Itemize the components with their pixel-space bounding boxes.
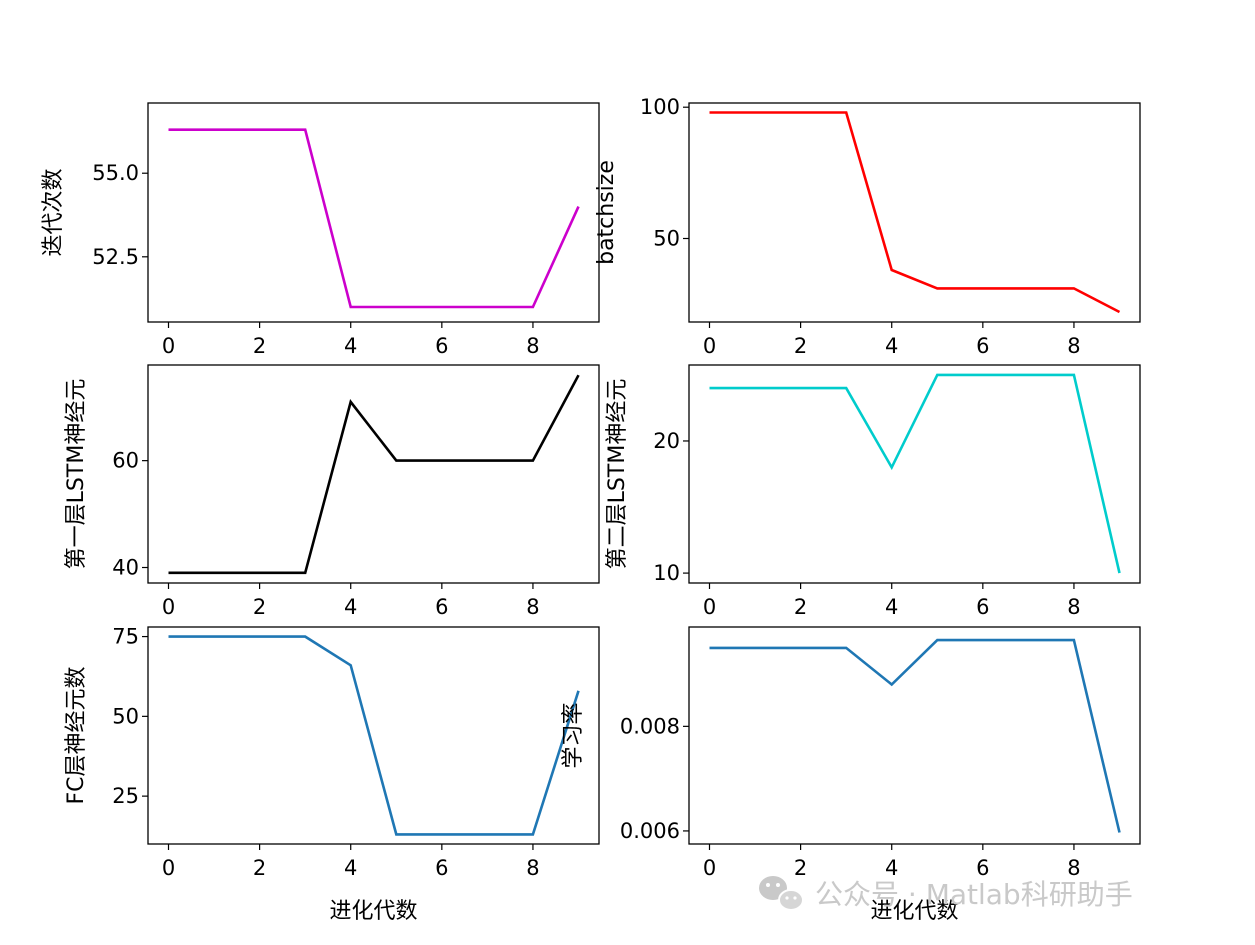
x-tick-label: 4 [344,856,357,880]
x-tick-label: 8 [526,595,539,619]
x-tick-label: 4 [885,856,898,880]
y-tick-label: 40 [112,556,139,580]
x-tick-label: 2 [794,334,807,358]
x-tick-label: 6 [435,334,448,358]
x-tick-label: 4 [885,334,898,358]
y-axis-label: 学习率 [561,702,586,768]
subplot-2: 0 2 4 6 8 50 100 batchsize [594,95,1141,358]
series-line [709,638,1121,833]
x-tick-label: 8 [1067,334,1080,358]
x-tick-label: 8 [526,856,539,880]
x-tick-label: 0 [162,595,175,619]
x-tick-label: 0 [703,595,716,619]
axes-frame [147,102,600,323]
y-tick-label: 55.0 [92,161,139,185]
subplot-4: 0 2 4 6 8 10 20 第二层LSTM神经元 [605,364,1141,619]
y-tick-label: 52.5 [92,245,139,269]
axes-frame [688,364,1141,584]
y-tick-label: 50 [112,704,139,728]
watermark: 公众号 · Matlab科研助手 [759,876,1133,911]
y-axis-label: 第一层LSTM神经元 [64,379,89,570]
x-tick-label: 6 [435,595,448,619]
series-line [709,373,1121,574]
y-axis-label: batchsize [594,160,619,265]
y-tick-label: 10 [653,561,680,585]
x-tick-label: 0 [162,334,175,358]
x-tick-label: 6 [435,856,448,880]
x-tick-label: 2 [794,856,807,880]
axes-frame [688,102,1141,323]
series-line [709,111,1121,314]
x-tick-label: 2 [253,595,266,619]
subplot-3: 0 2 4 6 8 40 60 第一层LSTM神经元 [64,364,600,619]
x-tick-label: 6 [976,856,989,880]
x-tick-label: 0 [703,856,716,880]
x-tick-label: 2 [253,856,266,880]
axes-frame [147,364,600,584]
axes-frame [688,626,1141,845]
x-tick-label: 2 [794,595,807,619]
x-tick-label: 0 [162,856,175,880]
y-tick-label: 0.008 [620,714,680,738]
x-tick-label: 6 [976,334,989,358]
x-tick-label: 2 [253,334,266,358]
y-tick-label: 25 [112,784,139,808]
x-tick-label: 0 [703,334,716,358]
subplot-1: 0 2 4 6 8 52.5 55.0 迭代次数 [41,102,600,358]
series-line [168,128,580,309]
x-tick-label: 6 [976,595,989,619]
x-axis-label: 进化代数 [870,899,958,924]
x-axis-label: 进化代数 [329,899,417,924]
axes-frame [147,626,600,845]
y-axis-label: 第二层LSTM神经元 [605,379,630,570]
x-tick-label: 8 [1067,595,1080,619]
y-tick-label: 50 [653,226,680,250]
x-tick-label: 8 [526,334,539,358]
series-line [168,374,580,575]
x-tick-label: 8 [1067,856,1080,880]
y-tick-label: 100 [640,95,680,119]
y-axis-label: FC层神经元数 [64,666,89,804]
series-line [168,635,580,836]
x-tick-label: 4 [885,595,898,619]
x-tick-label: 4 [344,595,357,619]
y-tick-label: 60 [112,449,139,473]
y-tick-label: 75 [112,625,139,649]
x-tick-label: 4 [344,334,357,358]
y-tick-label: 0.006 [620,819,680,843]
watermark-text: 公众号 · Matlab科研助手 [815,878,1133,911]
y-tick-label: 20 [653,429,680,453]
y-axis-label: 迭代次数 [41,168,66,256]
wechat-icon [759,876,804,911]
